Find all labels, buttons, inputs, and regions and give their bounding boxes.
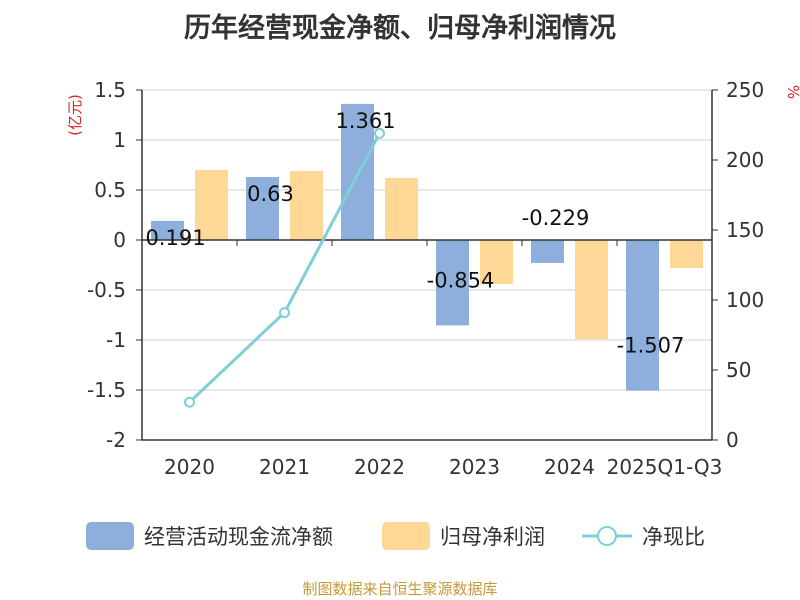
y-right-tick-label: 100 <box>726 288 764 312</box>
bar-data-label: 0.191 <box>145 226 205 250</box>
line-point <box>279 307 290 319</box>
bar-data-label: -1.507 <box>617 334 685 358</box>
x-tick-label: 2020 <box>164 455 215 479</box>
y-left-unit-label: (亿元) <box>66 94 84 136</box>
bar-data-label: 0.63 <box>247 182 294 206</box>
bar-netprofit <box>290 171 323 240</box>
bar-netprofit <box>385 178 418 240</box>
bar-cashflow <box>436 240 469 326</box>
bar-cashflow <box>626 240 659 391</box>
y-left-tick-label: -0.5 <box>87 278 126 302</box>
y-left-tick-label: 1 <box>113 128 126 152</box>
y-left-tick-label: -1 <box>106 328 126 352</box>
bar-data-label: 1.361 <box>335 109 395 133</box>
legend-marker-ratio <box>597 526 617 546</box>
line-point <box>184 396 195 408</box>
y-left-tick-label: -1.5 <box>87 378 126 402</box>
legend-label-cashflow: 经营活动现金流净额 <box>144 525 333 549</box>
y-right-tick-label: 50 <box>726 358 751 382</box>
bar-cashflow <box>531 240 564 263</box>
chart-title: 历年经营现金净额、归母净利润情况 <box>184 13 616 44</box>
bar-data-label: -0.229 <box>522 206 590 230</box>
legend-label-ratio: 净现比 <box>642 525 705 549</box>
y-right-tick-label: 250 <box>726 78 764 102</box>
legend-swatch-netprofit <box>382 522 430 550</box>
bar-netprofit <box>195 170 228 240</box>
legend-swatch-cashflow <box>86 522 134 550</box>
y-left-tick-label: 0 <box>113 228 126 252</box>
bar-netprofit <box>670 240 703 268</box>
x-tick-label: 2021 <box>259 455 310 479</box>
bar-cashflow <box>246 177 279 240</box>
x-tick-label: 2023 <box>449 455 500 479</box>
x-tick-label: 2022 <box>354 455 405 479</box>
x-tick-label: 2024 <box>544 455 595 479</box>
source-footer: 制图数据来自恒生聚源数据库 <box>302 580 498 598</box>
y-left-tick-label: -2 <box>106 428 126 452</box>
legend-label-netprofit: 归母净利润 <box>440 525 545 549</box>
line-point <box>374 127 385 139</box>
bar-data-label: -0.854 <box>427 268 495 292</box>
y-right-tick-label: 150 <box>726 218 764 242</box>
y-right-unit-label: % <box>784 85 800 99</box>
bar-cashflow <box>151 220 184 240</box>
x-tick-label: 2025Q1-Q3 <box>607 455 723 479</box>
y-right-tick-label: 0 <box>726 428 739 452</box>
bar-netprofit <box>575 240 608 339</box>
y-left-tick-label: 0.5 <box>94 178 126 202</box>
bar-netprofit <box>480 240 513 284</box>
y-right-tick-label: 200 <box>726 148 764 172</box>
y-left-tick-label: 1.5 <box>94 78 126 102</box>
